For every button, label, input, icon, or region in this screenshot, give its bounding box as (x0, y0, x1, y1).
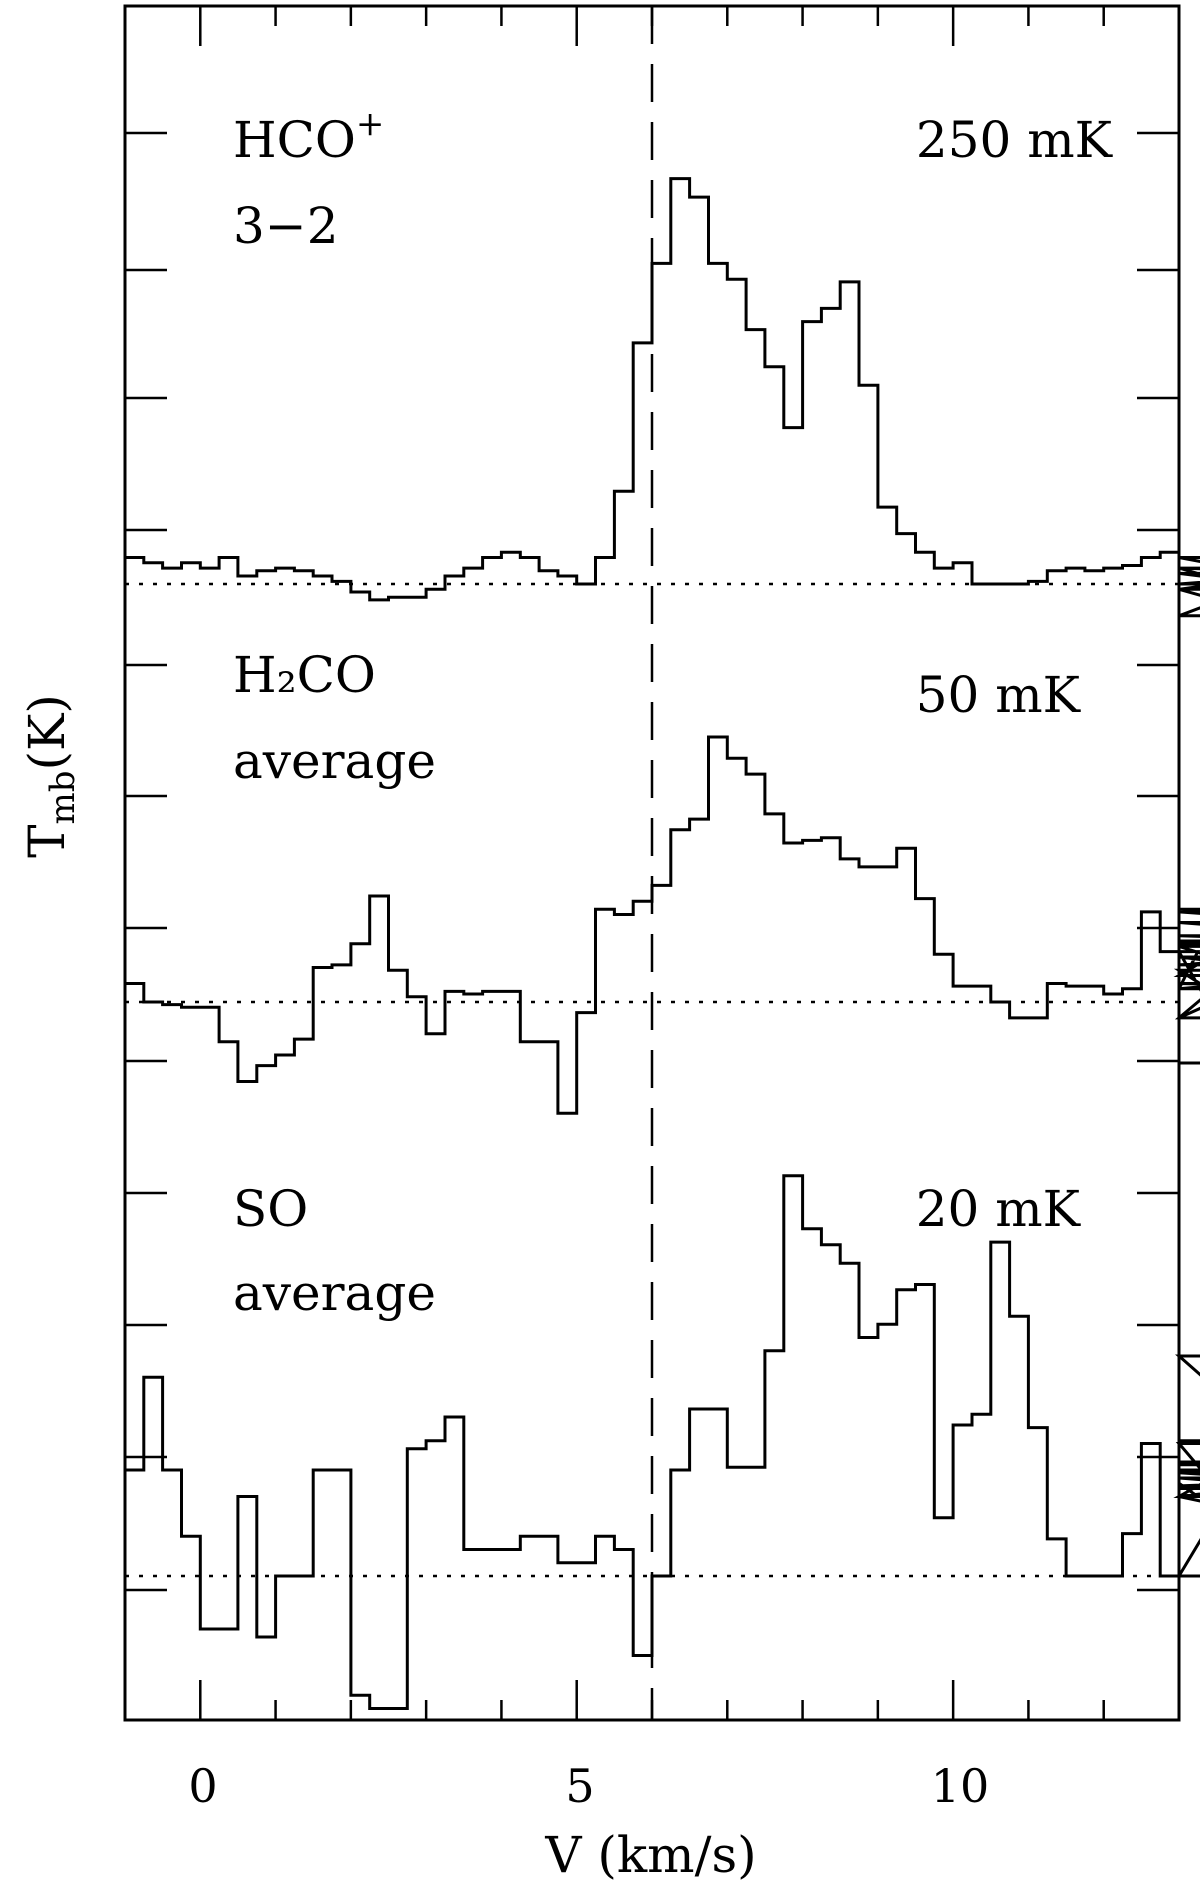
panel-label-hco-name: HCO (233, 111, 356, 169)
y-axis-title-subscript: mb (43, 771, 83, 825)
spectra-layer (125, 177, 1200, 1710)
panel-label-so-average: average (233, 1264, 436, 1322)
y-axis-title: Tmb(K) (18, 694, 83, 858)
tick-layer (125, 6, 1179, 1720)
scale-label-so: 20 mK (916, 1180, 1082, 1238)
scale-label-hco: 250 mK (916, 111, 1114, 169)
plot-frame (123, 4, 1181, 1722)
x-tick-label-10: 10 (931, 1759, 990, 1813)
panel-label-hco-superscript: + (356, 104, 385, 144)
scale-label-h2co: 50 mK (916, 666, 1082, 724)
y-axis-title-unit: (K) (18, 694, 76, 770)
panel-label-so: SO (233, 1180, 308, 1238)
spectrum-h2co (125, 735, 1200, 1115)
x-tick-label-5: 5 (565, 1759, 594, 1813)
panel-label-h2co-average: average (233, 732, 436, 790)
y-axis-title-main: T (18, 825, 76, 858)
panel-label-hco-transition: 3−2 (233, 197, 339, 255)
spectrum-so (125, 1174, 1200, 1710)
x-axis-title: V (km/s) (544, 1826, 756, 1884)
panel-label-h2co: H₂CO (233, 646, 376, 704)
svg-text:Tmb(K): Tmb(K) (18, 694, 83, 858)
spectrum-hco (125, 177, 1200, 618)
x-tick-label-0: 0 (188, 1759, 217, 1813)
panel-label-hco: HCO+ (233, 104, 384, 169)
